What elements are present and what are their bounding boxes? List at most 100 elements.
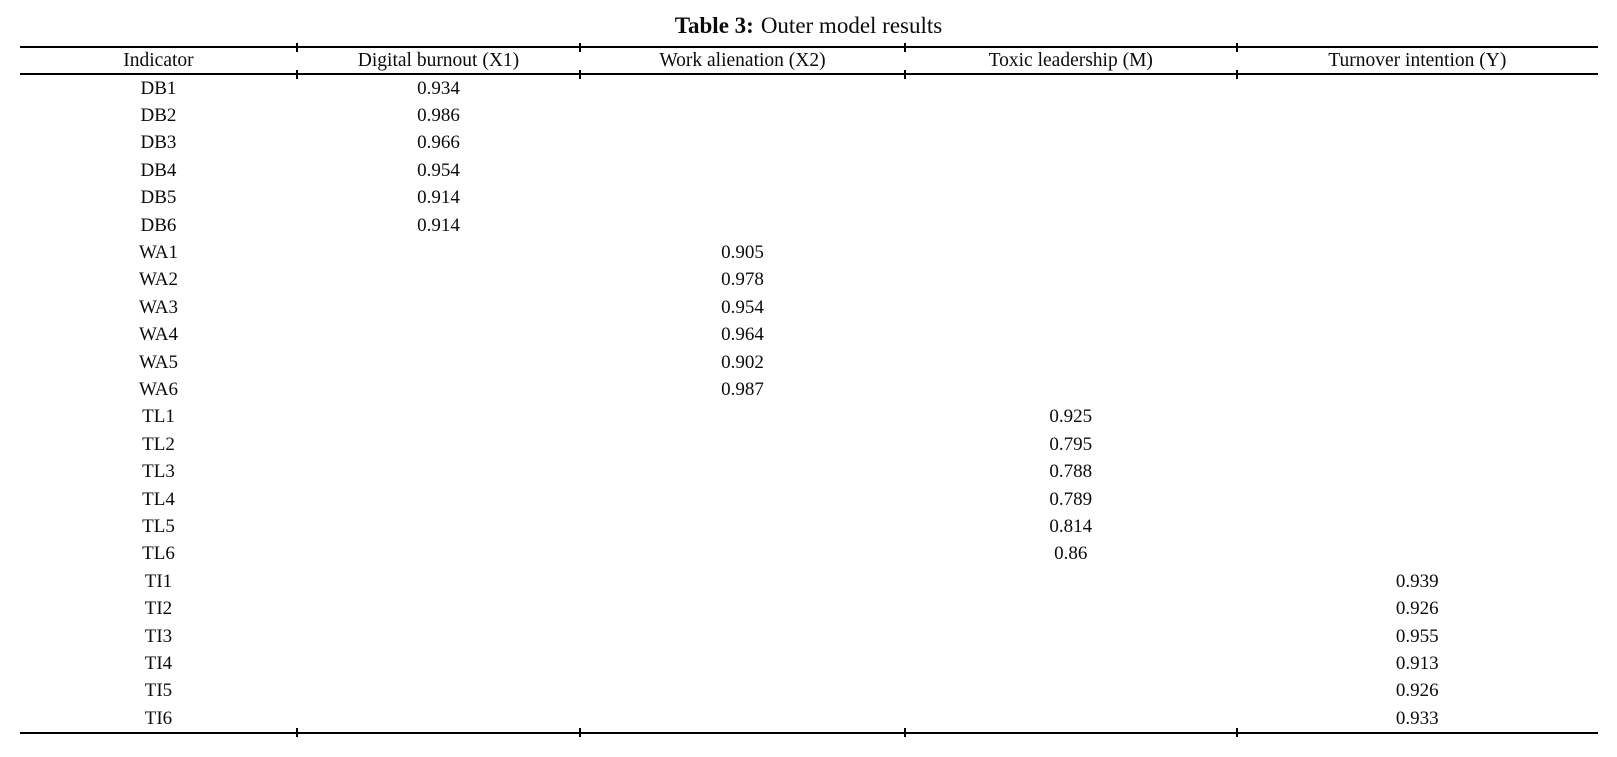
table-caption-text: Outer model results [760,13,943,38]
loading-value-cell [297,705,580,733]
loading-value-cell: 0.914 [417,214,460,236]
table-row: WA2 0.978 [20,267,1598,294]
loading-value-cell [1237,74,1598,102]
table-row: WA1 0.905 [20,239,1598,266]
loading-value-cell [905,623,1237,650]
loading-value-cell [1237,349,1598,376]
column-divider-tick [1235,43,1238,52]
indicator-cell: TL1 [142,406,175,428]
loading-value-cell [580,130,905,157]
table-header: Indicator Digital burnout (X1) Work alie… [20,47,1598,74]
loading-value-cell [1237,157,1598,184]
loading-value-cell [905,568,1237,595]
loading-value-cell [297,322,580,349]
loading-value-cell [1237,486,1598,513]
loading-value-cell [580,541,905,568]
indicator-cell: WA6 [138,378,178,400]
indicator-cell: TI4 [144,652,173,674]
table-body: DB1 0.934 DB2 0.986 DB3 0.966 DB4 0.954 DB5 0.914… [20,74,1598,733]
table-row: DB5 0.914 [20,185,1598,212]
loading-value-cell [580,404,905,431]
indicator-cell: TL2 [142,433,175,455]
loading-value-cell [1237,185,1598,212]
loading-value-cell: 0.934 [417,77,460,99]
table-row: DB1 0.934 [20,74,1598,102]
loading-value-cell: 0.966 [417,132,460,154]
loading-value-cell [905,102,1237,129]
loading-value-cell [580,513,905,540]
loading-value-cell [297,568,580,595]
loading-value-cell [297,541,580,568]
indicator-cell: DB4 [140,159,177,181]
loading-value-cell: 0.926 [1395,598,1439,620]
loading-value-cell [905,130,1237,157]
loading-value-cell: 0.913 [1395,652,1439,674]
loading-value-cell [1237,431,1598,458]
header-row: Indicator Digital burnout (X1) Work alie… [20,47,1598,74]
loading-value-cell [297,486,580,513]
table-row: TL2 0.795 [20,431,1598,458]
column-divider-tick [295,43,298,52]
loading-value-cell: 0.955 [1395,625,1439,647]
indicator-cell: TL3 [142,461,175,483]
table-row: TI3 0.955 [20,623,1598,650]
loading-value-cell [905,185,1237,212]
loading-value-cell [580,458,905,485]
table-caption-label: Table 3: [674,13,754,38]
indicator-cell: WA1 [138,242,178,264]
indicator-cell: WA2 [138,269,178,291]
table-row: DB3 0.966 [20,130,1598,157]
loading-value-cell [1237,102,1598,129]
outer-model-table: Indicator Digital burnout (X1) Work alie… [20,43,1598,738]
table-row: TI4 0.913 [20,650,1598,677]
column-divider-tick [903,728,906,738]
loading-value-cell [1237,267,1598,294]
loading-value-cell [297,595,580,622]
loading-value-cell [1237,212,1598,239]
loading-value-cell: 0.978 [721,269,764,291]
column-divider-tick [295,70,298,79]
table-row: DB6 0.914 [20,212,1598,239]
loading-value-cell [297,349,580,376]
loading-value-cell [905,212,1237,239]
loading-value-cell [297,239,580,266]
loading-value-cell [1237,322,1598,349]
indicator-cell: TI2 [144,598,173,620]
table-row: TL1 0.925 [20,404,1598,431]
col-header-indicator: Indicator [123,49,194,71]
loading-value-cell: 0.795 [1049,433,1093,455]
results-table: Indicator Digital burnout (X1) Work alie… [20,46,1598,735]
loading-value-cell: 0.902 [721,351,764,373]
indicator-cell: TI6 [144,707,173,729]
loading-value-cell [1237,376,1598,403]
column-divider-tick [903,43,906,52]
loading-value-cell [905,650,1237,677]
loading-value-cell [905,705,1237,733]
loading-value-cell [297,513,580,540]
indicator-cell: WA3 [138,296,178,318]
loading-value-cell: 0.925 [1049,406,1093,428]
table-row: DB2 0.986 [20,102,1598,129]
loading-value-cell [580,431,905,458]
indicator-cell: DB1 [140,77,177,99]
loading-value-cell [1237,513,1598,540]
loading-value-cell [297,267,580,294]
indicator-cell: WA4 [138,324,178,346]
indicator-cell: TI1 [144,570,173,592]
table-row: TI1 0.939 [20,568,1598,595]
table-row: TL3 0.788 [20,458,1598,485]
indicator-cell: WA5 [138,351,178,373]
loading-value-cell [905,294,1237,321]
loading-value-cell [297,650,580,677]
table-row: WA6 0.987 [20,376,1598,403]
column-divider-tick [579,728,582,738]
column-divider-tick [295,728,298,738]
loading-value-cell [580,212,905,239]
loading-value-cell [580,623,905,650]
loading-value-cell [905,322,1237,349]
loading-value-cell [1237,404,1598,431]
loading-value-cell [905,349,1237,376]
loading-value-cell [1237,458,1598,485]
table-row: TI2 0.926 [20,595,1598,622]
